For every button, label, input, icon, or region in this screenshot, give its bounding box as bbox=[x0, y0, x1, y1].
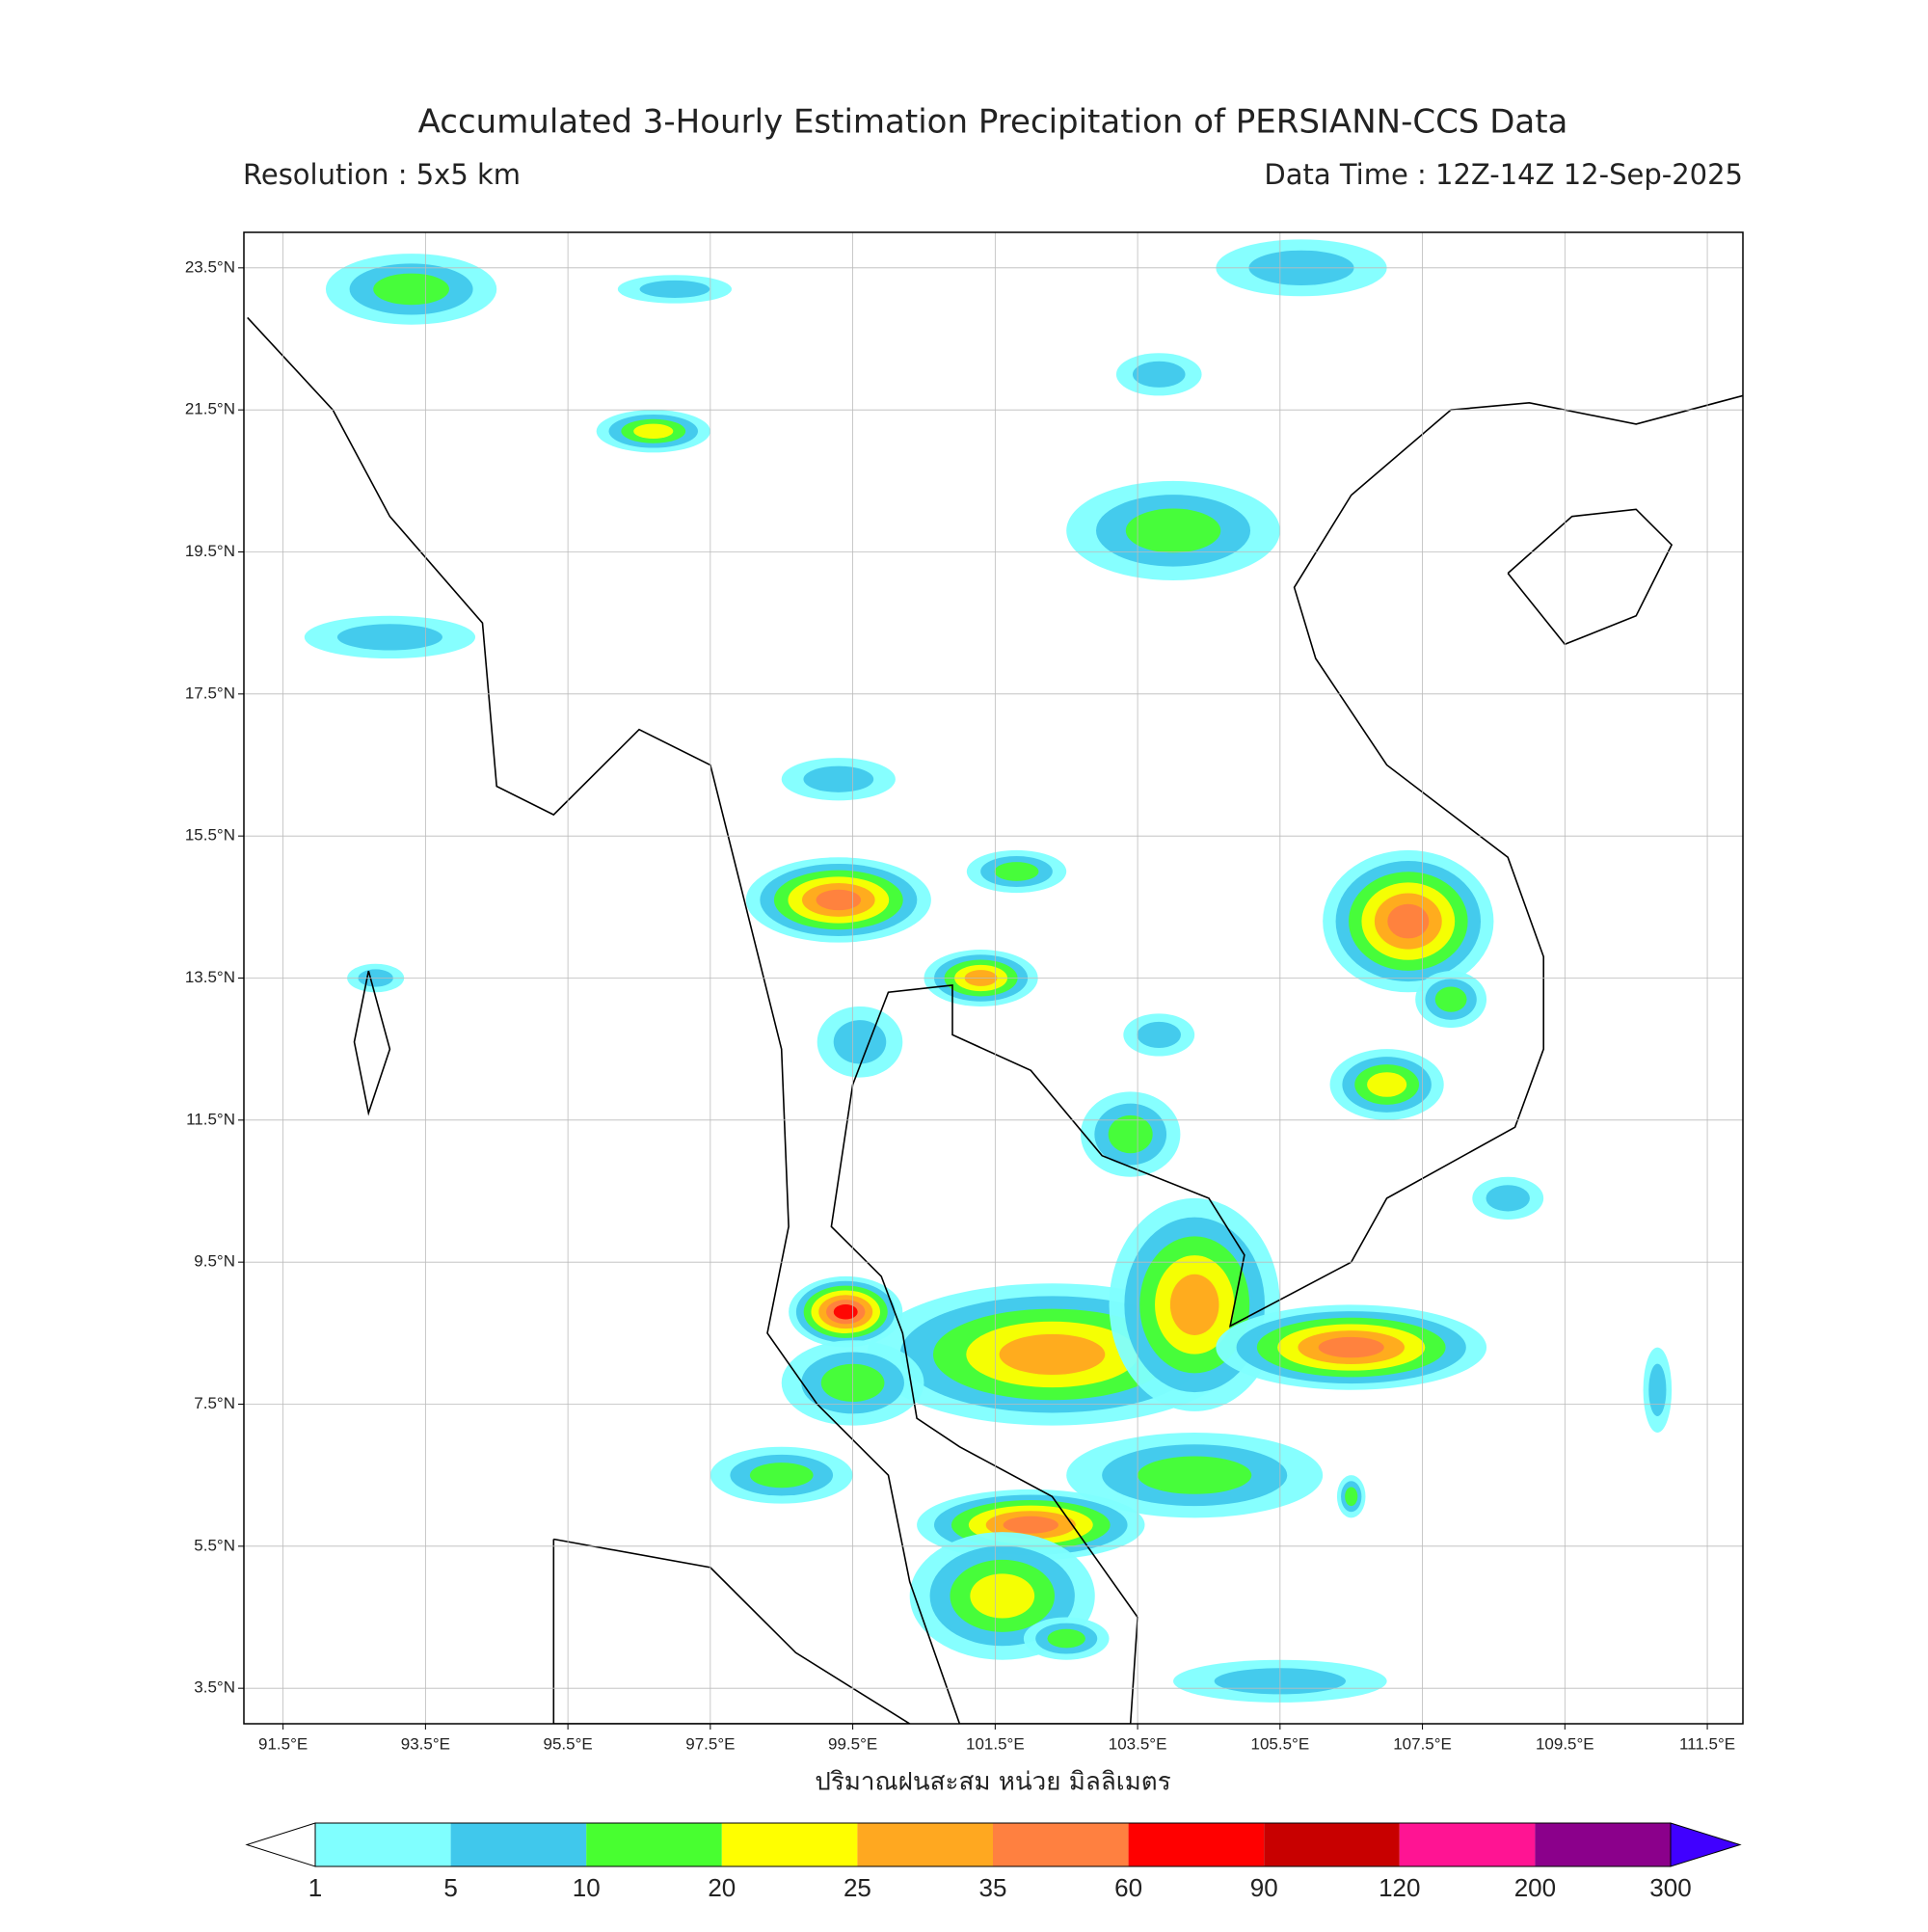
rain-area bbox=[803, 765, 874, 792]
colorbar-frame bbox=[314, 1822, 1672, 1867]
rain-area bbox=[336, 624, 442, 651]
rain-area bbox=[373, 273, 449, 306]
colorbar-segment bbox=[1264, 1823, 1400, 1866]
colorbar-level: 10 bbox=[573, 1873, 601, 1902]
map-title: Accumulated 3-Hourly Estimation Precipit… bbox=[418, 103, 1568, 142]
colorbar-segment bbox=[1128, 1823, 1265, 1866]
rain-area bbox=[1003, 1516, 1058, 1534]
rain-area bbox=[994, 862, 1039, 881]
colorbar-level: 90 bbox=[1250, 1873, 1278, 1902]
colorbar-under bbox=[245, 1822, 316, 1867]
colorbar-segment bbox=[450, 1823, 587, 1866]
colorbar-segment bbox=[586, 1823, 722, 1866]
coastline bbox=[552, 1538, 912, 1724]
rain-area bbox=[1367, 1072, 1407, 1097]
rain-area bbox=[816, 889, 862, 911]
x-tick-label: 93.5°E bbox=[401, 1734, 450, 1753]
colorbar-level: 200 bbox=[1514, 1873, 1556, 1902]
x-tick-label: 97.5°E bbox=[685, 1734, 735, 1753]
colorbar-label: ปริมาณฝนสะสม หน่วย มิลลิเมตร bbox=[815, 1768, 1170, 1797]
rain-area bbox=[999, 1333, 1106, 1375]
colorbar-segment bbox=[315, 1823, 451, 1866]
rain-area bbox=[1387, 903, 1430, 939]
coastline bbox=[1507, 508, 1674, 646]
x-tick-label: 95.5°E bbox=[543, 1734, 592, 1753]
colorbar-segment bbox=[721, 1823, 858, 1866]
x-tick-label: 109.5°E bbox=[1536, 1734, 1594, 1753]
colorbar-level: 25 bbox=[844, 1873, 871, 1902]
x-tick-label: 91.5°E bbox=[258, 1734, 308, 1753]
colorbar-level: 120 bbox=[1379, 1873, 1420, 1902]
rain-area bbox=[1138, 1456, 1252, 1494]
coastline bbox=[353, 970, 391, 1116]
rain-area bbox=[1169, 1274, 1219, 1335]
x-tick-label: 103.5°E bbox=[1109, 1734, 1167, 1753]
x-tick-label: 99.5°E bbox=[828, 1734, 877, 1753]
rain-area bbox=[749, 1462, 814, 1489]
rain-area bbox=[633, 423, 674, 439]
rain-area bbox=[1648, 1363, 1667, 1416]
y-tick-label: 5.5°N bbox=[194, 1536, 235, 1554]
colorbar-segment bbox=[1535, 1823, 1671, 1866]
rain-area bbox=[1125, 508, 1221, 553]
x-tick-label: 101.5°E bbox=[966, 1734, 1025, 1753]
colorbar-level: 35 bbox=[979, 1873, 1007, 1902]
x-tick-label: 107.5°E bbox=[1393, 1734, 1452, 1753]
rain-area bbox=[639, 280, 710, 298]
resolution: Resolution : 5x5 km bbox=[243, 158, 521, 191]
rain-area bbox=[1132, 361, 1186, 388]
rain-area bbox=[1047, 1628, 1085, 1649]
rain-area bbox=[1137, 1021, 1181, 1049]
rain-area bbox=[1434, 986, 1467, 1012]
rain-area bbox=[1345, 1487, 1358, 1507]
coastline bbox=[247, 316, 1743, 1724]
rain-area bbox=[833, 1020, 887, 1064]
rain-area bbox=[1108, 1114, 1153, 1154]
y-tick-label: 23.5°N bbox=[185, 257, 235, 276]
y-tick-label: 13.5°N bbox=[185, 968, 235, 986]
rain-area bbox=[1318, 1336, 1384, 1358]
y-tick-label: 3.5°N bbox=[194, 1678, 235, 1697]
y-tick-label: 19.5°N bbox=[185, 542, 235, 560]
x-tick-label: 111.5°E bbox=[1679, 1734, 1735, 1753]
colorbar-level: 1 bbox=[308, 1873, 322, 1902]
colorbar-level: 60 bbox=[1114, 1873, 1142, 1902]
x-tick-label: 105.5°E bbox=[1250, 1734, 1309, 1753]
y-tick-label: 11.5°N bbox=[186, 1110, 235, 1128]
y-tick-label: 7.5°N bbox=[194, 1394, 235, 1412]
rain-area bbox=[970, 1573, 1035, 1619]
data-time: Data Time : 12Z-14Z 12-Sep-2025 bbox=[1264, 158, 1743, 191]
rain-area bbox=[833, 1303, 858, 1320]
y-tick-label: 21.5°N bbox=[185, 400, 235, 418]
y-tick-label: 17.5°N bbox=[185, 684, 235, 702]
colorbar-level: 300 bbox=[1649, 1873, 1691, 1902]
colorbar-segment bbox=[857, 1823, 993, 1866]
colorbar-segment bbox=[993, 1823, 1129, 1866]
colorbar-level: 20 bbox=[708, 1873, 736, 1902]
colorbar-over bbox=[1670, 1822, 1742, 1867]
y-tick-label: 15.5°N bbox=[185, 826, 235, 845]
rain-area bbox=[1486, 1185, 1530, 1212]
colorbar-level: 5 bbox=[443, 1873, 457, 1902]
colorbar-segment bbox=[1399, 1823, 1536, 1866]
map-area bbox=[244, 232, 1743, 1724]
y-tick-label: 9.5°N bbox=[194, 1252, 235, 1271]
